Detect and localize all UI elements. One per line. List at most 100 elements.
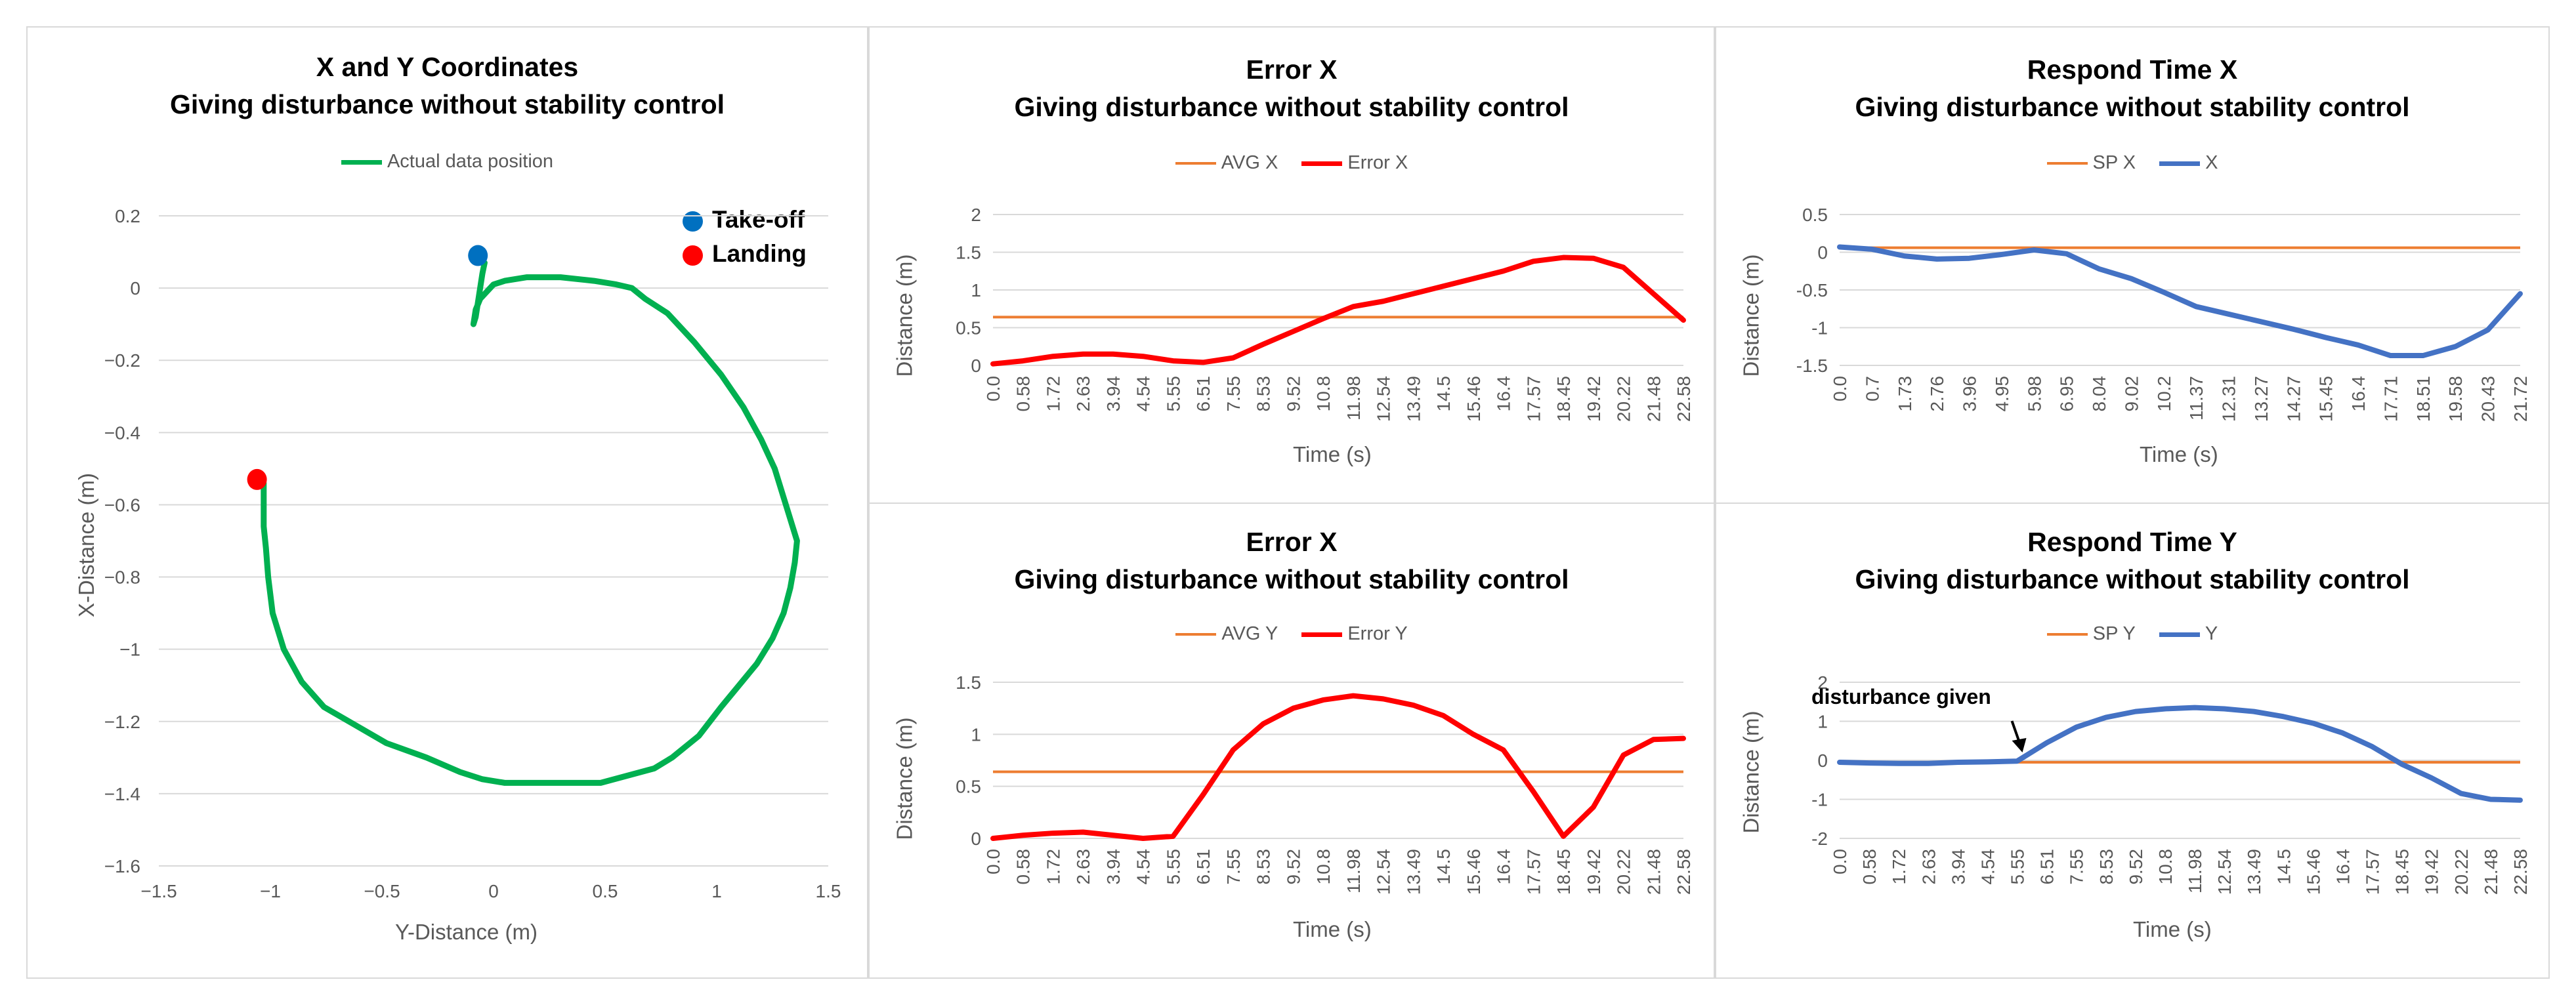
legend-item: AVG X	[1175, 152, 1278, 174]
x-tick-label: 11.98	[1343, 849, 1364, 893]
x-tick-label: 11.98	[2185, 849, 2205, 893]
x-tick-label: 14.5	[2273, 849, 2294, 885]
x-tick-label: 2.63	[1073, 376, 1093, 412]
x-tick-label: 9.52	[1283, 376, 1303, 412]
x-tick-label: 20.22	[1614, 376, 1634, 422]
x-tick-label: 10.8	[1313, 376, 1334, 412]
y-tick-label: 0.5	[956, 777, 981, 797]
x-tick-label: 14.5	[1433, 849, 1454, 885]
series-line-error-x	[990, 255, 1686, 367]
legend-item: SP X	[2046, 152, 2136, 174]
x-tick-label: 16.4	[2333, 849, 2353, 885]
x-tick-label: 1	[711, 881, 722, 901]
legend-swatch	[341, 159, 382, 165]
legend-swatch	[2159, 161, 2201, 166]
series-line-actual-position	[258, 260, 800, 786]
y-tick-label: 2	[1817, 672, 1828, 693]
chart-legend: Actual data position	[28, 151, 867, 173]
x-axis-title: Time (s)	[1293, 917, 1372, 941]
marker-landing	[247, 468, 267, 490]
x-axis-title: Time (s)	[1293, 442, 1372, 466]
x-tick-label: 13.49	[1403, 849, 1424, 895]
x-tick-label: 1.72	[1043, 849, 1063, 885]
legend-swatch	[1301, 161, 1343, 166]
x-tick-label: 4.54	[1977, 849, 1998, 885]
x-tick-label: 17.57	[1523, 376, 1544, 422]
x-tick-label: 17.57	[1523, 849, 1544, 895]
x-tick-label: 13.49	[1403, 376, 1424, 422]
x-axis-title: Y-Distance (m)	[395, 920, 538, 944]
legend-swatch	[1175, 633, 1217, 636]
legend-item: Error Y	[1301, 623, 1408, 645]
x-tick-label: 20.43	[2478, 376, 2499, 422]
x-tick-label: 16.4	[1494, 849, 1514, 885]
legend-item: SP Y	[2046, 623, 2136, 645]
x-tick-label: 3.94	[1948, 849, 1968, 885]
x-tick-label: 21.48	[1643, 376, 1664, 422]
series-line-error-y	[990, 693, 1686, 841]
x-tick-label: 17.71	[2380, 376, 2401, 422]
x-tick-label: 13.27	[2251, 376, 2271, 422]
landing-dot-icon	[683, 245, 703, 266]
xy-plot: 0.2 0 −0.2 −0.4 −0.6 −0.8 −1 −1.2 −1.4 −1.6−1.5 −1…	[104, 206, 841, 901]
annotation-arrow-head	[2012, 738, 2027, 752]
x-tick-label: 18.45	[2392, 849, 2413, 895]
x-tick-label: 14.27	[2283, 376, 2304, 422]
y-axis-title: Distance (m)	[1739, 254, 1763, 377]
chart-panel-respond-y: Respond Time Y Giving disturbance withou…	[1715, 502, 2550, 979]
x-tick-label: 22.58	[1674, 849, 1694, 895]
y-tick-label: 1	[971, 724, 981, 745]
respond-x-plot: 0.5 0 -0.5 -1 -1.50.0 0.7 1.73 2.76 3.96 4.95 5.98…	[1796, 205, 2531, 422]
x-tick-label: 8.04	[2089, 376, 2109, 412]
x-tick-label: 6.51	[1193, 849, 1214, 885]
x-tick-label: 20.22	[1614, 849, 1634, 895]
x-axis-title: Time (s)	[2140, 442, 2218, 466]
x-tick-label: 1.72	[1889, 849, 1909, 885]
x-tick-label: 19.42	[2422, 849, 2442, 895]
x-tick-label: 12.54	[1374, 849, 1394, 895]
x-tick-label: 15.46	[1464, 849, 1484, 895]
x-tick-label: 4.54	[1133, 849, 1154, 885]
x-tick-label: 0.0	[983, 376, 1003, 401]
x-tick-label: 0.58	[1859, 849, 1880, 885]
y-tick-label: 0.2	[115, 206, 140, 226]
x-tick-label: 15.46	[1464, 376, 1484, 422]
x-tick-label: 0.58	[1013, 849, 1034, 885]
y-axis-title: Distance (m)	[892, 717, 917, 840]
x-tick-label: 14.5	[1433, 376, 1454, 412]
legend-swatch	[2046, 162, 2088, 165]
y-tick-label: 1	[971, 280, 981, 300]
y-axis-title: X-Distance (m)	[74, 472, 99, 618]
x-tick-label: 21.48	[1643, 849, 1664, 895]
y-tick-label: 1.5	[956, 243, 981, 263]
x-tick-label: 3.94	[1103, 376, 1124, 412]
y-tick-label: −1	[119, 640, 140, 660]
y-tick-label: -1	[1811, 790, 1828, 810]
x-tick-label: 1.5	[816, 881, 841, 901]
x-tick-label: 15.45	[2316, 376, 2336, 422]
x-tick-label: 5.55	[1163, 376, 1183, 412]
x-tick-label: 21.48	[2481, 849, 2501, 895]
x-tick-label: 0.0	[983, 849, 1003, 874]
x-tick-label: 1.72	[1043, 376, 1063, 412]
legend-item: Actual data position	[341, 151, 553, 173]
y-axis-title: Distance (m)	[892, 254, 917, 377]
x-tick-label: 0	[488, 881, 499, 901]
x-tick-label: 17.57	[2363, 849, 2383, 895]
chart-title: X and Y Coordinates Giving disturbance w…	[169, 52, 725, 119]
x-tick-label: 9.02	[2121, 376, 2142, 412]
legend-item: Error X	[1301, 152, 1408, 174]
x-tick-label: −1	[260, 881, 281, 901]
x-tick-label: 22.58	[2510, 849, 2531, 895]
x-tick-label: 19.42	[1584, 849, 1604, 895]
chart-panel-xy: X and Y Coordinates Giving disturbance w…	[26, 26, 868, 979]
y-tick-label: -1	[1811, 318, 1828, 338]
y-tick-label: 0.5	[1802, 205, 1828, 225]
annotation-label: disturbance given	[1811, 685, 1991, 708]
chart-title: Respond Time X Giving disturbance withou…	[1855, 54, 2410, 122]
legend-item: Y	[2159, 623, 2218, 645]
marker-legend-landing: Landing	[683, 240, 807, 268]
x-tick-label: 4.54	[1133, 376, 1154, 412]
y-tick-label: −0.6	[104, 495, 140, 515]
respond-y-plot: 2 1 0 -1 -20.0 0.58 1.72 2.63 3.94 4.54 5.55 6.51 7.…	[1811, 672, 2531, 895]
